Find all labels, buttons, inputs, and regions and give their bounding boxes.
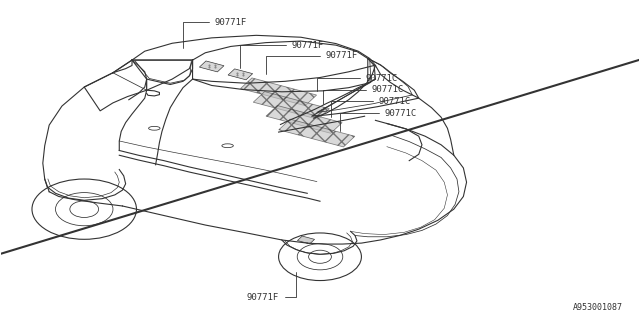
Text: 90771F: 90771F [241,41,324,68]
Text: 90771C: 90771C [340,108,417,131]
Text: 90771C: 90771C [317,74,398,91]
Polygon shape [279,119,355,147]
Text: 90771F: 90771F [266,52,357,74]
Polygon shape [298,236,315,244]
Polygon shape [266,106,342,133]
Polygon shape [228,69,253,80]
Text: 90771C: 90771C [323,85,404,104]
Text: 90771F: 90771F [183,18,247,48]
Text: A953001087: A953001087 [573,303,623,312]
Text: 90771F: 90771F [246,272,296,301]
Polygon shape [253,92,330,119]
Polygon shape [241,78,317,106]
Text: 90771C: 90771C [332,97,411,117]
Polygon shape [200,61,224,72]
